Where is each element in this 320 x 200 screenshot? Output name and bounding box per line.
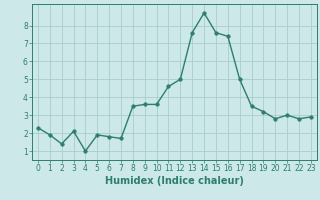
X-axis label: Humidex (Indice chaleur): Humidex (Indice chaleur): [105, 176, 244, 186]
